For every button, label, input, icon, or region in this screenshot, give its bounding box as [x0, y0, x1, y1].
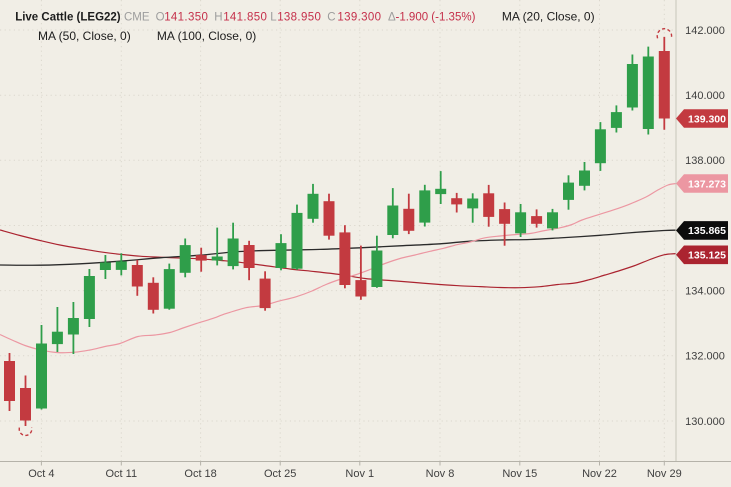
svg-text:Δ: Δ: [388, 12, 396, 24]
svg-text:130.000: 130.000: [685, 416, 725, 428]
svg-text:L: L: [270, 12, 277, 24]
svg-text:Oct 18: Oct 18: [184, 468, 216, 480]
svg-text:135.125: 135.125: [688, 250, 726, 262]
svg-text:141.350: 141.350: [164, 12, 208, 24]
svg-text:134.000: 134.000: [685, 285, 725, 297]
svg-text:MA (20, Close, 0): MA (20, Close, 0): [502, 10, 595, 24]
svg-text:H: H: [214, 12, 222, 24]
svg-text:Nov 29: Nov 29: [647, 468, 682, 480]
svg-text:132.000: 132.000: [685, 351, 725, 363]
svg-text:MA (100, Close, 0): MA (100, Close, 0): [157, 29, 256, 43]
svg-text:Nov 22: Nov 22: [582, 468, 617, 480]
svg-text:Live Cattle (LEG22): Live Cattle (LEG22): [15, 12, 121, 24]
svg-text:CME: CME: [124, 12, 150, 24]
svg-text:Oct 4: Oct 4: [28, 468, 54, 480]
svg-text:138.950: 138.950: [277, 12, 321, 24]
svg-text:Nov 8: Nov 8: [426, 468, 455, 480]
svg-text:138.000: 138.000: [685, 155, 725, 167]
svg-text:-1.900 (-1.35%): -1.900 (-1.35%): [396, 12, 476, 24]
svg-text:141.850: 141.850: [223, 12, 267, 24]
svg-text:139.300: 139.300: [688, 113, 726, 125]
svg-text:142.000: 142.000: [685, 25, 725, 37]
svg-text:137.273: 137.273: [688, 178, 726, 190]
svg-text:O: O: [156, 12, 165, 24]
svg-text:135.865: 135.865: [688, 225, 726, 237]
svg-text:139.300: 139.300: [337, 12, 381, 24]
svg-text:MA (50, Close, 0): MA (50, Close, 0): [38, 29, 131, 43]
svg-text:Oct 25: Oct 25: [264, 468, 296, 480]
svg-text:Oct 11: Oct 11: [106, 468, 138, 480]
svg-text:Nov 15: Nov 15: [502, 468, 537, 480]
svg-text:Nov 1: Nov 1: [345, 468, 374, 480]
svg-text:C: C: [327, 12, 335, 24]
svg-text:140.000: 140.000: [685, 90, 725, 102]
